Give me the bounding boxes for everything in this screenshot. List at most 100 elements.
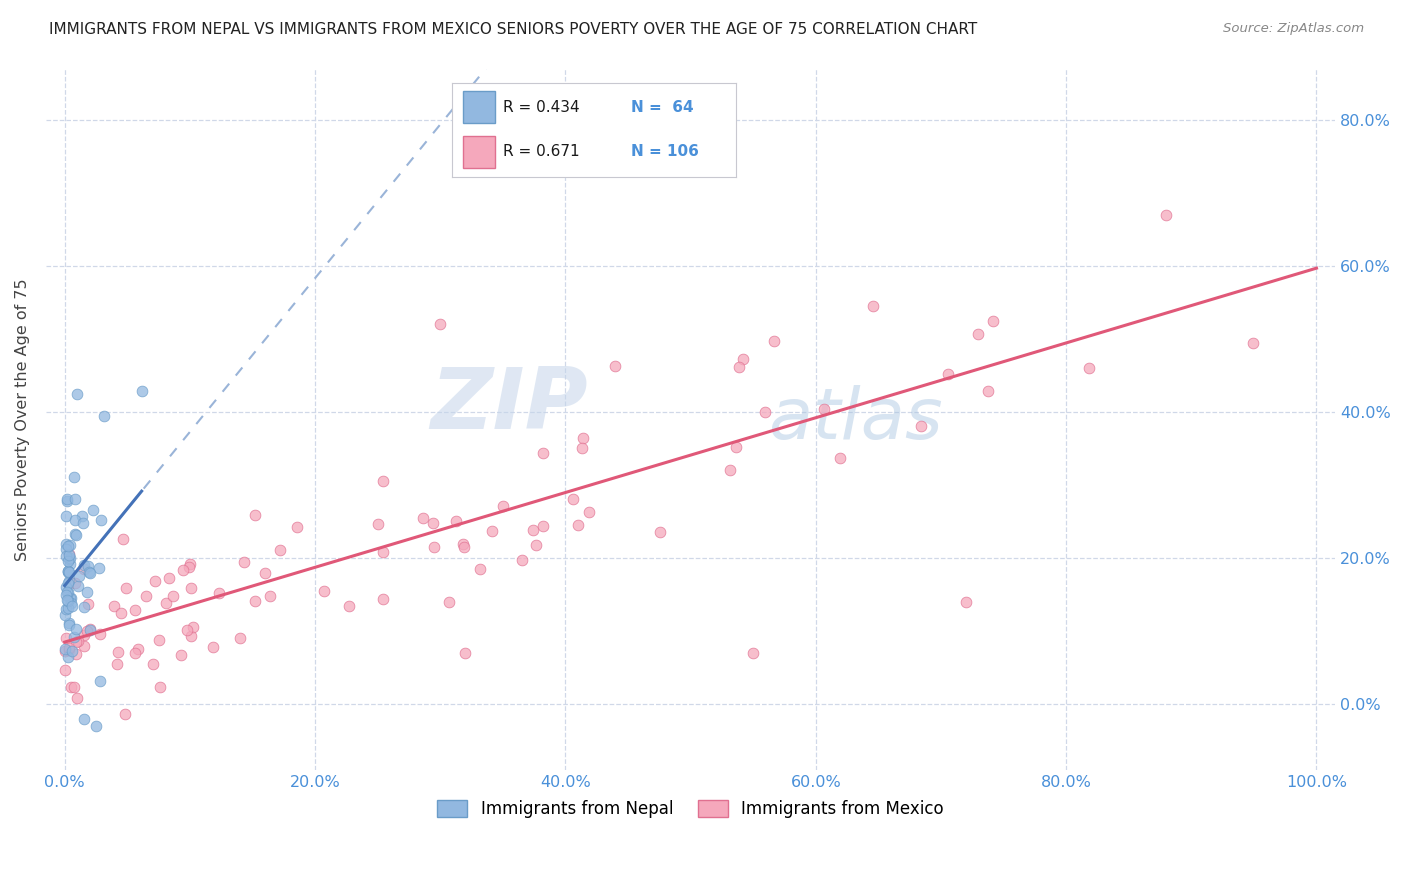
Point xyxy=(59,591,82,605)
Point xyxy=(56,584,79,599)
Point xyxy=(145,574,167,589)
Point xyxy=(172,563,194,577)
Point xyxy=(59,558,82,572)
Point xyxy=(56,650,79,665)
Point xyxy=(65,634,87,648)
Point xyxy=(58,549,80,563)
Point xyxy=(1078,361,1101,376)
Point xyxy=(531,446,554,460)
Point xyxy=(63,630,86,644)
Point xyxy=(371,475,394,489)
Point xyxy=(63,527,86,541)
Point xyxy=(58,642,80,657)
Point xyxy=(53,663,76,677)
Y-axis label: Seniors Poverty Over the Age of 75: Seniors Poverty Over the Age of 75 xyxy=(15,278,30,560)
Point xyxy=(481,524,503,538)
Point xyxy=(314,583,336,598)
Point xyxy=(77,597,100,611)
Point xyxy=(58,552,80,566)
Point xyxy=(58,547,80,561)
Point xyxy=(55,601,77,615)
Point xyxy=(762,334,785,348)
Point xyxy=(63,491,86,506)
Point xyxy=(862,299,884,313)
Point xyxy=(176,623,198,637)
Point xyxy=(87,561,110,575)
Point xyxy=(72,516,94,531)
Point xyxy=(89,627,111,641)
Point xyxy=(733,351,755,366)
Text: Source: ZipAtlas.com: Source: ZipAtlas.com xyxy=(1223,22,1364,36)
Point xyxy=(73,639,96,653)
Point xyxy=(58,615,80,630)
Point xyxy=(107,645,129,659)
Point xyxy=(58,618,80,632)
Point xyxy=(56,494,79,508)
Point xyxy=(454,646,477,660)
Point xyxy=(84,719,107,733)
Point xyxy=(830,450,852,465)
Point xyxy=(444,514,467,528)
Point xyxy=(567,517,589,532)
Point xyxy=(366,517,388,532)
Point xyxy=(967,327,990,342)
Point xyxy=(53,644,76,658)
Point xyxy=(148,633,170,648)
Point xyxy=(65,622,87,636)
Point xyxy=(53,607,76,622)
Point xyxy=(531,519,554,533)
Point xyxy=(142,657,165,671)
Point xyxy=(90,513,112,527)
Point xyxy=(66,690,89,705)
Point xyxy=(605,359,627,374)
Point xyxy=(453,540,475,554)
Point xyxy=(285,519,308,533)
Legend: Immigrants from Nepal, Immigrants from Mexico: Immigrants from Nepal, Immigrants from M… xyxy=(430,793,950,825)
Point xyxy=(371,544,394,558)
Point xyxy=(70,509,93,524)
Point xyxy=(59,596,82,610)
Point xyxy=(453,537,475,551)
Point xyxy=(650,524,672,539)
Point xyxy=(468,562,491,576)
Point xyxy=(162,589,184,603)
Point xyxy=(180,629,202,643)
Point xyxy=(245,594,267,608)
Point xyxy=(77,565,100,579)
Point xyxy=(124,646,146,660)
Point xyxy=(55,580,77,594)
Point xyxy=(233,555,256,569)
Point xyxy=(66,386,89,401)
Point xyxy=(59,591,82,606)
Point xyxy=(72,561,94,575)
Point xyxy=(55,542,77,557)
Text: IMMIGRANTS FROM NEPAL VS IMMIGRANTS FROM MEXICO SENIORS POVERTY OVER THE AGE OF : IMMIGRANTS FROM NEPAL VS IMMIGRANTS FROM… xyxy=(49,22,977,37)
Point xyxy=(1156,208,1178,222)
Point xyxy=(73,600,96,615)
Point xyxy=(524,538,547,552)
Point xyxy=(55,537,77,551)
Point xyxy=(180,581,202,595)
Point xyxy=(55,589,77,603)
Point xyxy=(936,368,959,382)
Point xyxy=(65,647,87,661)
Point xyxy=(65,528,87,542)
Point xyxy=(58,641,80,656)
Point xyxy=(429,318,451,332)
Point xyxy=(79,624,101,638)
Point xyxy=(60,680,83,694)
Point xyxy=(124,603,146,617)
Point xyxy=(179,557,201,571)
Point xyxy=(76,624,98,639)
Point xyxy=(63,575,86,590)
Point xyxy=(422,516,444,530)
Point xyxy=(208,585,231,599)
Point xyxy=(955,595,977,609)
Point xyxy=(73,558,96,572)
Point xyxy=(813,401,835,416)
Point xyxy=(754,404,776,418)
Point xyxy=(115,581,138,595)
Point xyxy=(127,641,149,656)
Point xyxy=(72,712,94,726)
Point xyxy=(522,523,544,537)
